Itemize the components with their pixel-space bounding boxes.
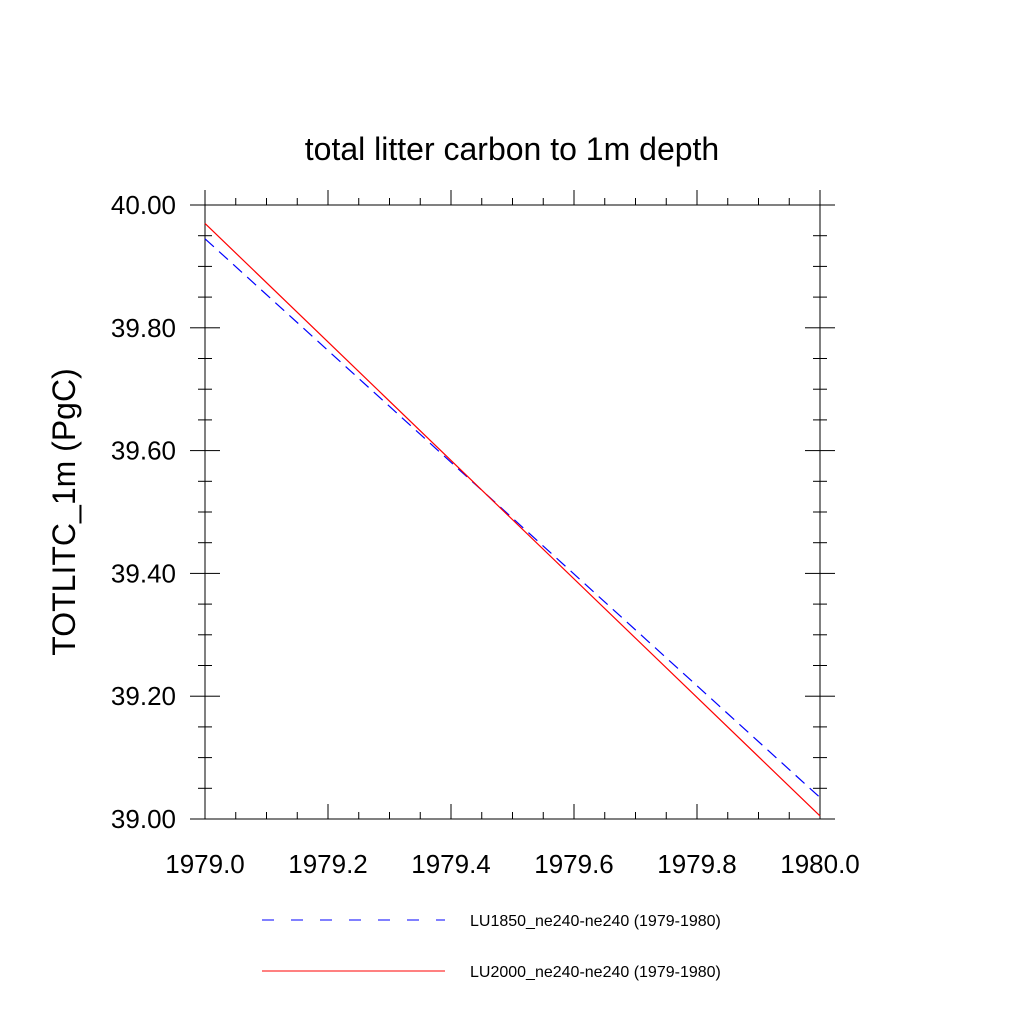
y-axis: 39.00 39.20 39.40 39.60 39.80 40.00 <box>111 190 835 834</box>
x-tick-label: 1979.0 <box>165 849 245 879</box>
chart-title: total litter carbon to 1m depth <box>305 131 719 167</box>
series-line-1 <box>204 238 821 798</box>
y-tick-label: 39.20 <box>111 681 176 711</box>
x-tick-label: 1979.2 <box>288 849 368 879</box>
y-tick-label: 39.00 <box>111 804 176 834</box>
legend: LU1850_ne240-ne240 (1979-1980) LU2000_ne2… <box>262 913 721 981</box>
x-tick-label: 1980.0 <box>780 849 860 879</box>
series-line-2 <box>204 222 821 817</box>
x-tick-label: 1979.6 <box>534 849 614 879</box>
x-axis: 1979.0 1979.2 1979.4 1979.6 1979.8 1980.0 <box>165 190 860 879</box>
x-tick-label: 1979.8 <box>657 849 737 879</box>
legend-label-1: LU1850_ne240-ne240 (1979-1980) <box>470 913 721 930</box>
x-tick-label: 1979.4 <box>411 849 491 879</box>
y-tick-label: 39.60 <box>111 436 176 466</box>
y-tick-label: 40.00 <box>111 190 176 220</box>
legend-label-2: LU2000_ne240-ne240 (1979-1980) <box>470 964 721 981</box>
y-axis-title: TOTLITC_1m (PgC) <box>46 368 82 655</box>
series-layer <box>204 222 821 817</box>
y-tick-label: 39.80 <box>111 313 176 343</box>
y-tick-label: 39.40 <box>111 558 176 588</box>
